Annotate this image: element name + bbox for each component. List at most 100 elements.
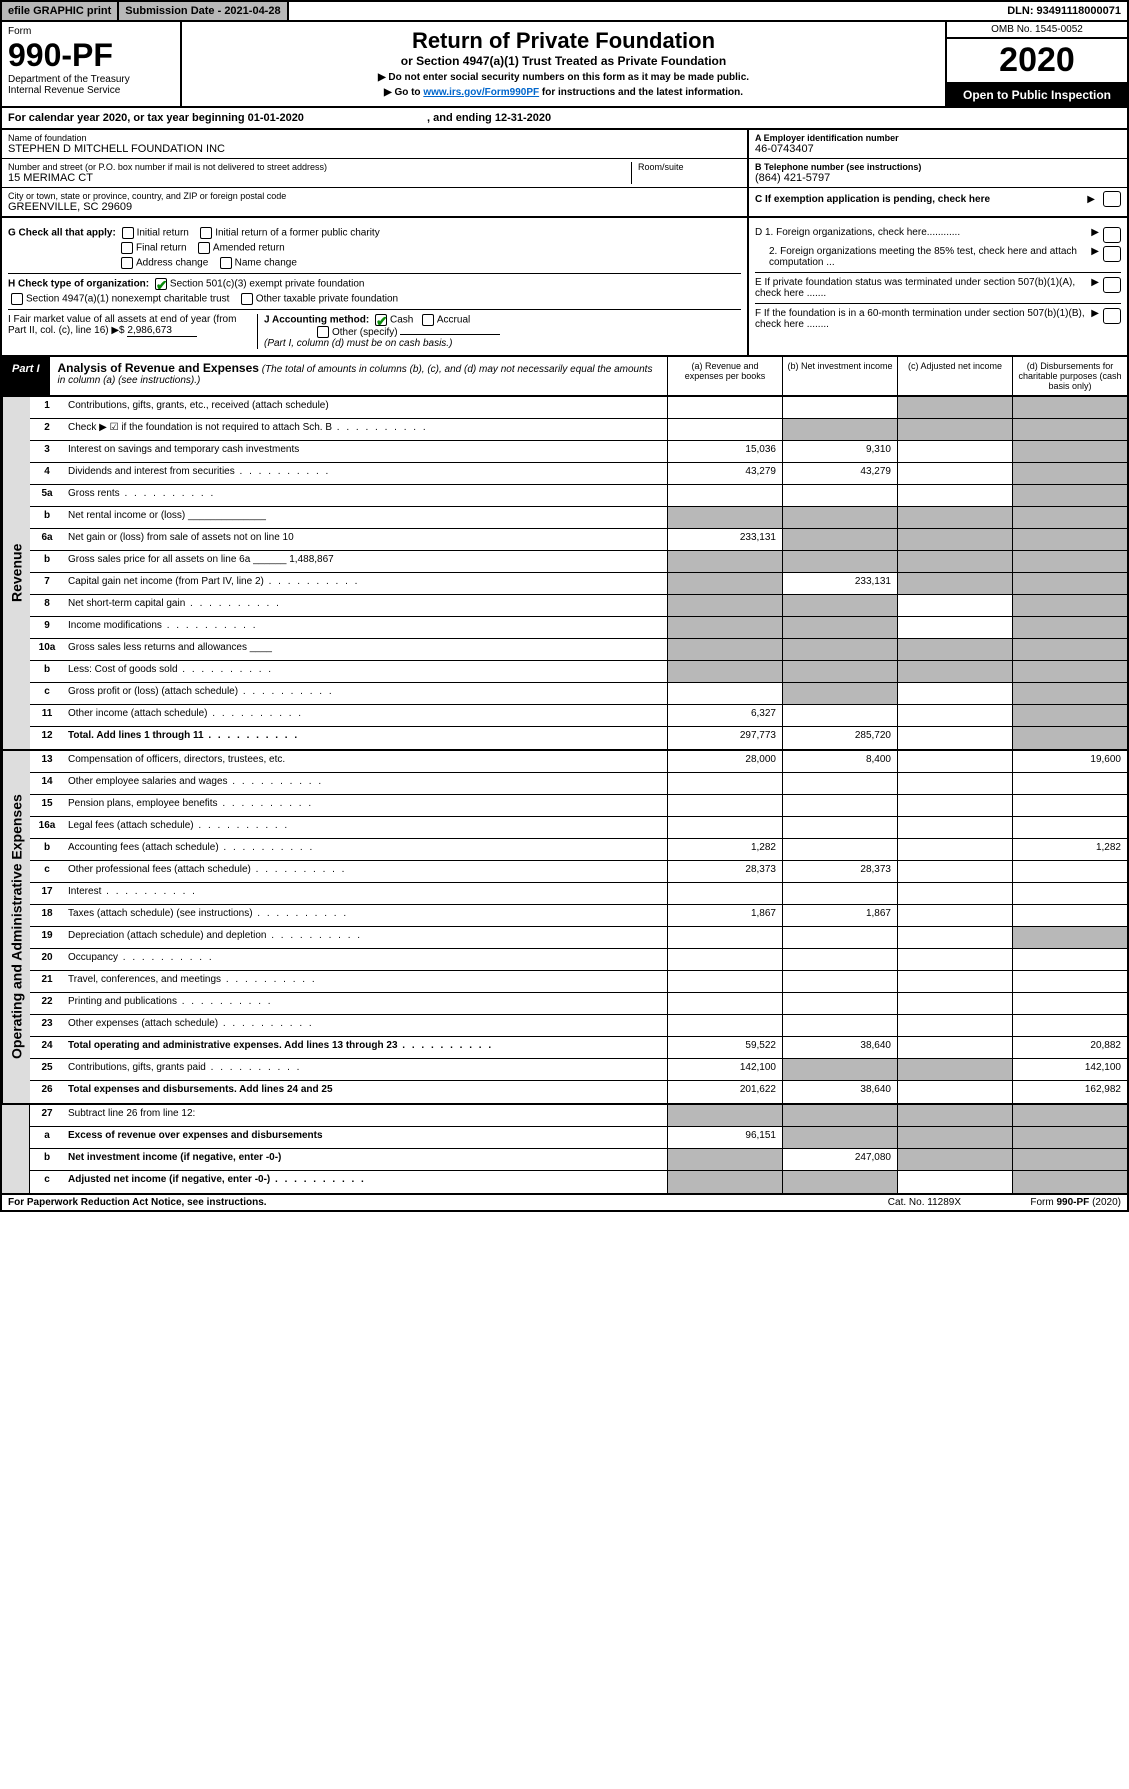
line-number: 8 xyxy=(30,595,64,616)
4947-checkbox[interactable] xyxy=(11,293,23,305)
cell-ds xyxy=(1012,795,1127,816)
irs: Internal Revenue Service xyxy=(8,85,174,96)
initial-former-checkbox[interactable] xyxy=(200,227,212,239)
cell-b: 38,640 xyxy=(782,1037,897,1058)
part1-title: Analysis of Revenue and Expenses xyxy=(58,361,259,375)
cell-b xyxy=(782,551,897,572)
calyear-end: 12-31-2020 xyxy=(495,112,551,124)
g-row: G Check all that apply: Initial return I… xyxy=(8,227,741,239)
cell-b xyxy=(782,971,897,992)
open-public: Open to Public Inspection xyxy=(947,84,1127,106)
part1-label: Part I xyxy=(2,357,50,395)
cell-b xyxy=(782,993,897,1014)
table-row: cAdjusted net income (if negative, enter… xyxy=(30,1171,1127,1193)
cell-a xyxy=(667,773,782,794)
cell-c xyxy=(897,839,1012,860)
line-number: b xyxy=(30,839,64,860)
f-checkbox[interactable] xyxy=(1103,308,1121,324)
line-desc: Other employee salaries and wages xyxy=(64,773,667,794)
cell-c xyxy=(897,419,1012,440)
cell-a: 233,131 xyxy=(667,529,782,550)
cell-ds xyxy=(1012,727,1127,749)
table-row: 20Occupancy xyxy=(30,949,1127,971)
line-desc: Other income (attach schedule) xyxy=(64,705,667,726)
i-value: 2,986,673 xyxy=(127,325,197,337)
cell-ds xyxy=(1012,661,1127,682)
line-desc: Net investment income (if negative, ente… xyxy=(64,1149,667,1170)
cash-checkbox[interactable] xyxy=(375,314,387,326)
cell-a xyxy=(667,595,782,616)
cell-ds xyxy=(1012,485,1127,506)
info-left: Name of foundation STEPHEN D MITCHELL FO… xyxy=(2,130,747,216)
header-left: Form 990-PF Department of the Treasury I… xyxy=(2,22,182,106)
line-number: 19 xyxy=(30,927,64,948)
irs-link[interactable]: www.irs.gov/Form990PF xyxy=(423,87,539,98)
line-desc: Contributions, gifts, grants paid xyxy=(64,1059,667,1080)
cell-a xyxy=(667,419,782,440)
line-number: 12 xyxy=(30,727,64,749)
table-row: 15Pension plans, employee benefits xyxy=(30,795,1127,817)
address-change-checkbox[interactable] xyxy=(121,257,133,269)
line-desc: Printing and publications xyxy=(64,993,667,1014)
j-label: J Accounting method: xyxy=(264,315,369,326)
cell-ds xyxy=(1012,397,1127,418)
tax-year: 2020 xyxy=(947,39,1127,84)
line-number: b xyxy=(30,1149,64,1170)
cell-b xyxy=(782,795,897,816)
cell-b xyxy=(782,1105,897,1126)
line-number: 17 xyxy=(30,883,64,904)
accrual-checkbox[interactable] xyxy=(422,314,434,326)
calyear-pre: For calendar year 2020, or tax year begi… xyxy=(8,112,248,124)
cell-c xyxy=(897,551,1012,572)
line-desc: Less: Cost of goods sold xyxy=(64,661,667,682)
other-method-checkbox[interactable] xyxy=(317,326,329,338)
table-row: 10aGross sales less returns and allowanc… xyxy=(30,639,1127,661)
cell-a xyxy=(667,993,782,1014)
cell-b xyxy=(782,1171,897,1193)
cell-c xyxy=(897,463,1012,484)
cell-a xyxy=(667,927,782,948)
amended-checkbox[interactable] xyxy=(198,242,210,254)
expense-side-label: Operating and Administrative Expenses xyxy=(2,751,30,1103)
cell-c xyxy=(897,1081,1012,1103)
header-right: OMB No. 1545-0052 2020 Open to Public In… xyxy=(947,22,1127,106)
h-row: H Check type of organization: Section 50… xyxy=(8,273,741,290)
cell-c xyxy=(897,397,1012,418)
d1-checkbox[interactable] xyxy=(1103,227,1121,243)
table-row: 11Other income (attach schedule)6,327 xyxy=(30,705,1127,727)
table-row: 5aGross rents xyxy=(30,485,1127,507)
cell-c xyxy=(897,1059,1012,1080)
cell-a xyxy=(667,1171,782,1193)
initial-return-checkbox[interactable] xyxy=(122,227,134,239)
col-a-header: (a) Revenue and expenses per books xyxy=(667,357,782,395)
other-taxable-checkbox[interactable] xyxy=(241,293,253,305)
line-number: 15 xyxy=(30,795,64,816)
name-change-checkbox[interactable] xyxy=(220,257,232,269)
g-opt-1: Initial return of a former public charit… xyxy=(215,228,380,239)
j-block: J Accounting method: Cash Accrual Other … xyxy=(258,314,741,349)
line-number: 9 xyxy=(30,617,64,638)
cell-ds xyxy=(1012,595,1127,616)
cell-b xyxy=(782,949,897,970)
cell-ds xyxy=(1012,993,1127,1014)
final-return-checkbox[interactable] xyxy=(121,242,133,254)
cell-b xyxy=(782,1015,897,1036)
c-checkbox[interactable] xyxy=(1103,191,1121,207)
cell-ds xyxy=(1012,883,1127,904)
d2-checkbox[interactable] xyxy=(1103,246,1121,262)
cell-c xyxy=(897,1105,1012,1126)
cell-a: 201,622 xyxy=(667,1081,782,1103)
street-address: 15 MERIMAC CT xyxy=(8,172,631,184)
cell-ds xyxy=(1012,419,1127,440)
h-label: H Check type of organization: xyxy=(8,279,149,290)
table-row: bGross sales price for all assets on lin… xyxy=(30,551,1127,573)
calyear-mid: , and ending xyxy=(427,112,495,124)
cell-a xyxy=(667,795,782,816)
cell-b: 1,867 xyxy=(782,905,897,926)
cell-a xyxy=(667,507,782,528)
g-row2: Final return Amended return xyxy=(8,242,741,254)
line-desc: Net rental income or (loss) ____________… xyxy=(64,507,667,528)
e-checkbox[interactable] xyxy=(1103,277,1121,293)
table-row: cOther professional fees (attach schedul… xyxy=(30,861,1127,883)
501c3-checkbox[interactable] xyxy=(155,278,167,290)
